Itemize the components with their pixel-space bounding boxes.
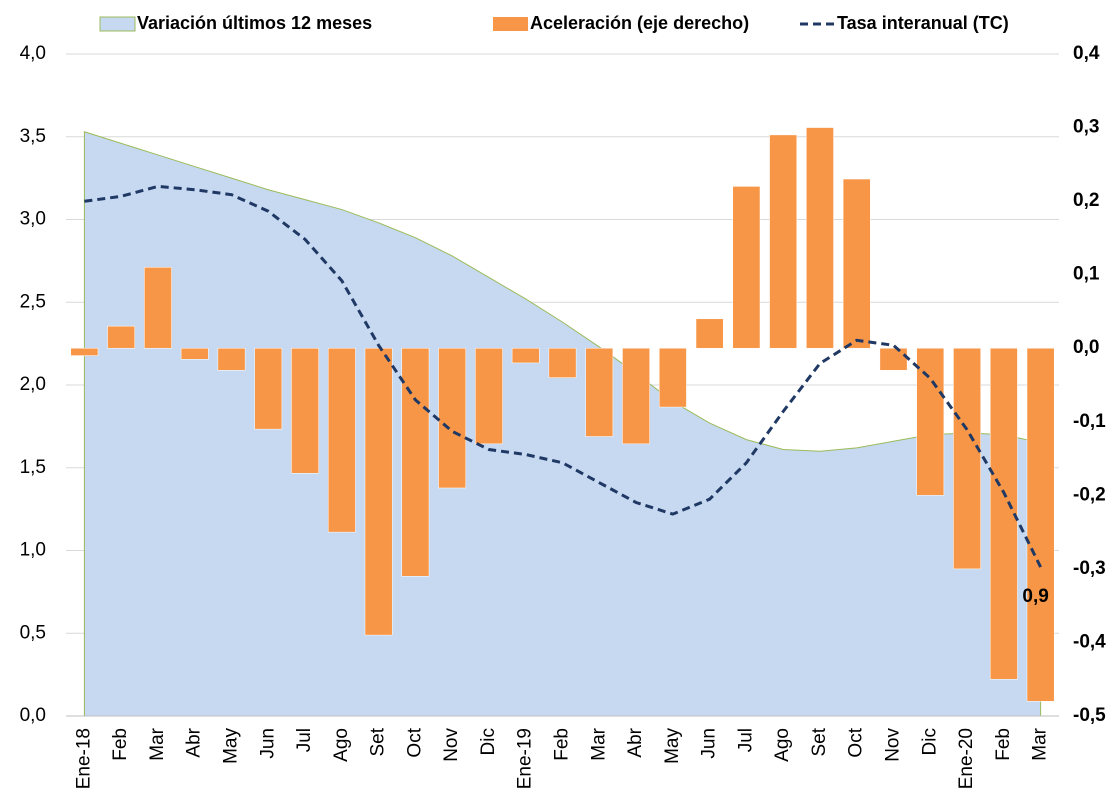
bar — [842, 178, 871, 349]
y2-tick-label: 0,2 — [1073, 190, 1099, 211]
bar — [1026, 347, 1055, 702]
x-tick-label: Nov — [883, 728, 904, 762]
y-tick-label: 2,0 — [20, 374, 46, 395]
bar — [916, 347, 945, 496]
bar — [548, 347, 577, 378]
x-tick-label: May — [221, 728, 242, 764]
y-tick-label: 0,5 — [20, 622, 46, 643]
legend-label: Aceleración (eje derecho) — [530, 13, 749, 33]
x-tick-label: Abr — [184, 727, 205, 757]
line — [84, 184, 1042, 568]
bar — [291, 347, 319, 474]
x-tick-label: Mar — [1030, 727, 1051, 760]
bar — [622, 347, 650, 445]
x-tick-label: Dic — [919, 728, 940, 755]
bar — [327, 347, 356, 533]
y-tick-label: 0,0 — [20, 705, 46, 726]
x-tick-label: Mar — [588, 727, 609, 760]
y-tick-label: 3,0 — [20, 209, 46, 230]
y2-tick-label: -0,3 — [1073, 558, 1106, 579]
x-tick-label: Oct — [846, 727, 867, 757]
bar — [511, 347, 540, 364]
y2-tick-label: 0,4 — [1073, 43, 1100, 64]
bar — [144, 267, 172, 349]
x-tick-label: Ene-18 — [73, 728, 94, 789]
bar — [879, 347, 908, 371]
x-tick-label: Feb — [993, 728, 1014, 761]
y2-tick-label: 0,1 — [1073, 264, 1100, 285]
x-tick-label: Feb — [552, 728, 573, 761]
x-tick-label: Feb — [110, 728, 131, 761]
x-tick-label: Ene-20 — [956, 728, 977, 789]
x-tick-label: Ene-19 — [515, 728, 536, 789]
x-tick-label: Oct — [404, 727, 425, 757]
bar — [989, 347, 1018, 680]
y2-tick-label: 0,0 — [1073, 337, 1099, 358]
bar — [107, 325, 136, 349]
bar — [254, 347, 283, 430]
x-tick-label: Dic — [478, 728, 499, 755]
y-tick-label: 4,0 — [20, 43, 46, 64]
x-tick-label: Jun — [699, 728, 720, 759]
y2-tick-label: 0,3 — [1073, 117, 1099, 138]
bar — [695, 318, 724, 349]
x-tick-label: Mar — [147, 727, 168, 760]
legend-label: Variación últimos 12 meses — [137, 13, 372, 33]
bar — [438, 347, 467, 489]
bar — [180, 347, 209, 360]
y2-tick-label: -0,5 — [1073, 705, 1106, 726]
bar — [217, 347, 246, 371]
y2-tick-label: -0,2 — [1073, 484, 1106, 505]
x-tick-label: Ago — [331, 728, 352, 762]
x-tick-label: Nov — [441, 728, 462, 762]
bar — [953, 347, 981, 570]
y2-tick-label: -0,1 — [1073, 411, 1106, 432]
x-tick-label: Jul — [735, 728, 756, 752]
bar — [70, 347, 99, 356]
legend-swatch — [99, 16, 136, 32]
bar — [732, 186, 761, 349]
y-tick-label: 1,0 — [20, 540, 46, 561]
legend-swatch — [493, 17, 528, 31]
legend-label: Tasa interanual (TC) — [837, 13, 1009, 33]
x-tick-label: Jun — [257, 728, 278, 759]
bar — [585, 347, 614, 437]
x-tick-label: Jul — [294, 728, 315, 752]
y-tick-label: 2,5 — [20, 291, 46, 312]
bar — [769, 134, 798, 349]
bar — [401, 347, 430, 577]
y-tick-label: 1,5 — [20, 457, 46, 478]
y-tick-label: 3,5 — [20, 126, 46, 147]
x-tick-label: Set — [368, 727, 389, 756]
x-tick-label: Ago — [772, 728, 793, 762]
x-tick-label: May — [662, 728, 683, 764]
y2-tick-label: -0,4 — [1073, 631, 1106, 652]
bar — [806, 127, 834, 349]
bar — [475, 347, 503, 445]
x-tick-label: Abr — [625, 727, 646, 757]
bar — [364, 347, 393, 636]
bar — [658, 347, 687, 408]
data-label: 0,9 — [1022, 586, 1048, 607]
x-tick-label: Set — [809, 727, 830, 756]
